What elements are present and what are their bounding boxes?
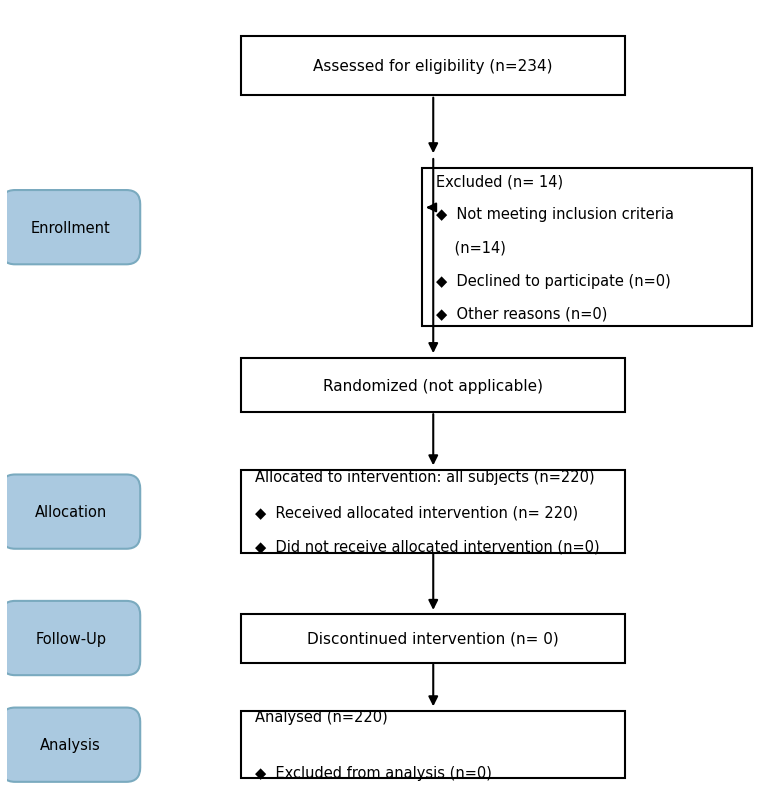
Text: ◆  Received allocated intervention (n= 220): ◆ Received allocated intervention (n= 22… [255, 504, 578, 520]
Text: ◆  Declined to participate (n=0): ◆ Declined to participate (n=0) [436, 273, 670, 288]
Text: Enrollment: Enrollment [30, 220, 110, 235]
Text: ◆  Not meeting inclusion criteria: ◆ Not meeting inclusion criteria [436, 207, 673, 222]
Text: ◆  Did not receive allocated intervention (n=0): ◆ Did not receive allocated intervention… [255, 540, 600, 554]
FancyBboxPatch shape [2, 707, 140, 782]
Text: ◆  Excluded from analysis (n=0): ◆ Excluded from analysis (n=0) [255, 765, 492, 781]
Text: Analysis: Analysis [41, 737, 101, 752]
Text: Randomized (not applicable): Randomized (not applicable) [323, 378, 543, 393]
FancyBboxPatch shape [241, 613, 626, 662]
FancyBboxPatch shape [241, 471, 626, 553]
Text: Discontinued intervention (n= 0): Discontinued intervention (n= 0) [307, 630, 559, 646]
FancyBboxPatch shape [2, 191, 140, 265]
Text: Analysed (n=220): Analysed (n=220) [255, 709, 388, 724]
FancyBboxPatch shape [421, 169, 752, 327]
FancyBboxPatch shape [241, 711, 626, 778]
FancyBboxPatch shape [241, 36, 626, 96]
Text: (n=14): (n=14) [436, 240, 505, 255]
Text: ◆  Other reasons (n=0): ◆ Other reasons (n=0) [436, 307, 607, 321]
FancyBboxPatch shape [241, 359, 626, 413]
Text: Assessed for eligibility (n=234): Assessed for eligibility (n=234) [314, 59, 553, 74]
Text: Allocation: Allocation [34, 504, 107, 520]
FancyBboxPatch shape [2, 601, 140, 675]
Text: Allocated to intervention: all subjects (n=220): Allocated to intervention: all subjects … [255, 470, 594, 485]
Text: Follow-Up: Follow-Up [35, 630, 106, 646]
Text: Excluded (n= 14): Excluded (n= 14) [436, 173, 563, 189]
FancyBboxPatch shape [2, 475, 140, 549]
